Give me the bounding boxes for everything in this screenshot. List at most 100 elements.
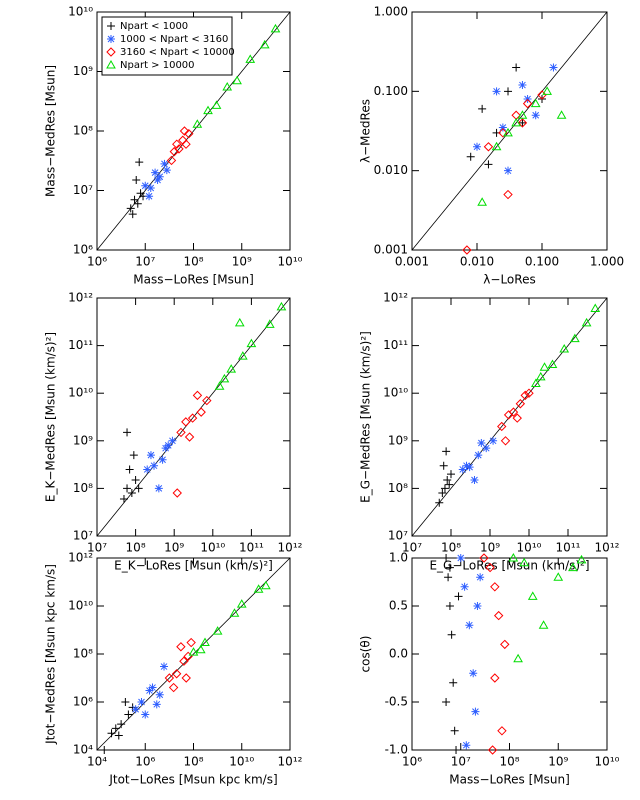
x-axis-label: E_G−LoRes [Msun (km/s)²] (429, 559, 589, 573)
point (517, 110, 528, 119)
x-tick-label: 10¹⁰ (229, 755, 254, 769)
point (474, 451, 483, 460)
point (184, 129, 194, 139)
point (465, 463, 474, 472)
y-tick-label: 0.010 (374, 163, 408, 177)
point (146, 184, 155, 193)
point (154, 484, 163, 493)
point (504, 166, 513, 175)
legend-label: Npart > 10000 (120, 60, 195, 71)
point (519, 557, 530, 567)
point (146, 451, 155, 460)
x-tick-label: 0.010 (460, 255, 494, 269)
x-tick-label: 10¹² (595, 541, 620, 555)
point (442, 447, 451, 456)
point (153, 176, 162, 185)
point (460, 582, 469, 591)
point (137, 698, 146, 706)
point (192, 390, 203, 401)
x-tick-label: 10¹⁰ (517, 541, 542, 555)
x-axis-label: Mass−LoRes [Msun] (133, 273, 254, 287)
point (246, 338, 257, 348)
point (160, 159, 169, 168)
y-axis-label: λ−MedRes (359, 99, 373, 163)
point (145, 192, 154, 201)
point (447, 470, 455, 479)
point (473, 142, 481, 151)
point (121, 698, 130, 706)
y-tick-label: 10⁶ (73, 243, 93, 257)
y-axis-label: Mass−MedRes [Msun] (44, 65, 58, 197)
point (462, 741, 471, 750)
point (181, 417, 191, 427)
x-tick-label: 10⁶ (135, 755, 155, 769)
point (530, 98, 541, 108)
point (222, 81, 233, 91)
point (462, 461, 471, 470)
point (539, 362, 550, 371)
y-tick-label: 10¹¹ (68, 338, 93, 352)
point (264, 319, 275, 328)
legend-label: 1000 < Npart < 3160 (120, 34, 228, 45)
point (131, 705, 140, 714)
point (492, 87, 501, 96)
point (124, 710, 133, 719)
point (148, 683, 157, 692)
point (236, 599, 247, 608)
point (520, 390, 530, 401)
point (196, 407, 206, 417)
point (164, 673, 175, 683)
point (442, 698, 451, 706)
point (117, 720, 126, 729)
point (497, 726, 507, 736)
y-tick-label: 1.000 (374, 5, 408, 19)
point (135, 158, 144, 167)
point (465, 621, 474, 630)
panel: 10⁷ 10⁸ 10⁹ 10¹⁰ 10¹¹ 10¹²10⁷10⁸10⁹10¹⁰10¹¹10… (44, 291, 303, 573)
point (127, 489, 136, 498)
point (568, 562, 578, 572)
point (151, 168, 160, 177)
point (119, 494, 128, 503)
y-tick-label: 10⁴ (73, 743, 93, 757)
point (123, 428, 132, 437)
point (171, 669, 182, 679)
y-tick-label: 10¹⁰ (383, 386, 408, 400)
y-tick-label: 10⁷ (388, 529, 408, 543)
point (172, 488, 182, 498)
point (134, 484, 143, 493)
legend-marker (106, 59, 116, 69)
point (535, 371, 546, 381)
point (478, 104, 487, 113)
point (155, 172, 164, 181)
x-tick-label: 10⁸ (183, 755, 203, 769)
point (178, 135, 188, 145)
point (261, 580, 271, 590)
point (129, 451, 138, 460)
point (553, 572, 564, 581)
point (447, 630, 456, 639)
point (559, 343, 570, 353)
point (538, 620, 549, 629)
y-tick-label: 0.0 (389, 647, 408, 661)
x-tick-label: 10¹¹ (556, 541, 581, 555)
point (449, 678, 458, 687)
legend-marker (107, 35, 115, 43)
point (442, 554, 451, 562)
point (500, 436, 511, 446)
point (179, 656, 189, 666)
point (219, 373, 230, 383)
x-tick-label: 10⁸ (183, 255, 203, 269)
point (158, 455, 167, 464)
x-tick-label: 0.100 (525, 255, 559, 269)
point (517, 118, 528, 128)
y-axis-label: Jtot−MedRes [Msun kpc km/s] (44, 564, 58, 745)
y-tick-label: 1.0 (389, 551, 408, 565)
legend-label: 3160 < Npart < 10000 (120, 47, 235, 58)
point (128, 210, 137, 219)
x-tick-label: 10¹² (278, 755, 303, 769)
point (130, 195, 139, 204)
point (444, 573, 453, 582)
point (490, 673, 500, 683)
panel: 10⁷ 10⁸ 10⁹ 10¹⁰ 10¹¹ 10¹²10⁷10⁸10⁹10¹⁰10¹¹10… (359, 291, 620, 573)
